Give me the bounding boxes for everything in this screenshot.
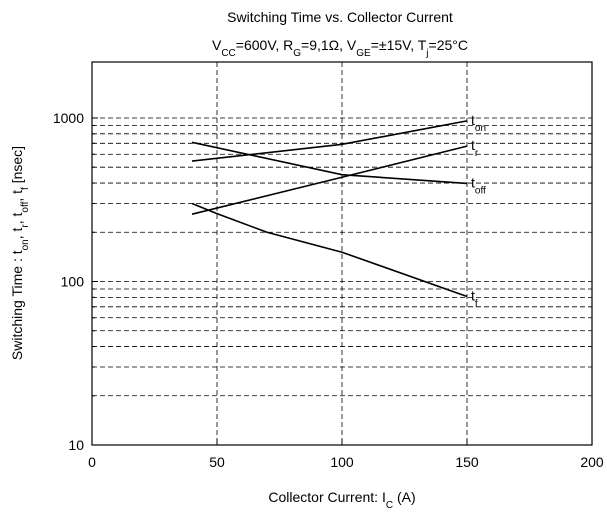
series-line <box>191 120 468 162</box>
x-axis-label: Collector Current: IC (A) <box>268 489 415 511</box>
y-tick-label: 100 <box>61 273 85 289</box>
subscript: off <box>20 201 31 212</box>
text-part: [nsec] <box>9 146 25 187</box>
text-part: =25°C <box>429 37 468 53</box>
text-part: , t <box>9 212 25 224</box>
text-part: =±15V, T <box>371 37 427 53</box>
series-label: tr <box>471 137 479 159</box>
subscript: CC <box>221 48 235 59</box>
series-subscript: off <box>475 185 486 196</box>
chart-title: Switching Time vs. Collector Current <box>227 9 453 25</box>
subscript: f <box>20 187 31 190</box>
y-tick-label: 10 <box>68 437 84 453</box>
subscript: GE <box>356 48 371 59</box>
text-part: =600V, R <box>236 37 293 53</box>
series-name: t <box>471 287 475 303</box>
series-line <box>191 202 468 298</box>
series-label: ton <box>471 112 486 134</box>
series-name: t <box>471 174 475 190</box>
series-subscript: r <box>475 148 479 159</box>
x-tick-label: 100 <box>330 454 354 470</box>
subscript: r <box>20 224 31 228</box>
text-part: V <box>212 37 222 53</box>
x-tick-label: 200 <box>580 454 604 470</box>
x-tick-label: 50 <box>209 454 225 470</box>
text-part: Switching Time : t <box>9 250 25 360</box>
series-subscript: f <box>475 298 478 309</box>
series-label: tf <box>471 287 478 309</box>
text-part: Collector Current: I <box>268 489 385 505</box>
subscript: on <box>20 239 31 250</box>
x-tick-label: 0 <box>88 454 96 470</box>
chart-subtitle: VCC=600V, RG=9,1Ω, VGE=±15V, Tj=25°C <box>212 37 468 59</box>
series-label: toff <box>471 174 486 196</box>
y-axis-label: Switching Time : ton, tr, toff, tf [nsec… <box>9 146 31 360</box>
series-subscript: on <box>475 122 486 133</box>
y-tick-label: 1000 <box>53 110 84 126</box>
text-part: =9,1Ω, V <box>301 37 357 53</box>
x-tick-label: 150 <box>455 454 479 470</box>
series-name: t <box>471 137 475 153</box>
subscript: j <box>425 48 428 59</box>
series-line <box>191 141 468 185</box>
text-part: , t <box>9 190 25 202</box>
subscript: C <box>386 500 393 511</box>
subscript: G <box>293 48 301 59</box>
text-part: , t <box>9 227 25 239</box>
series-name: t <box>471 112 475 128</box>
series-line <box>191 145 468 215</box>
text-part: (A) <box>393 489 416 505</box>
